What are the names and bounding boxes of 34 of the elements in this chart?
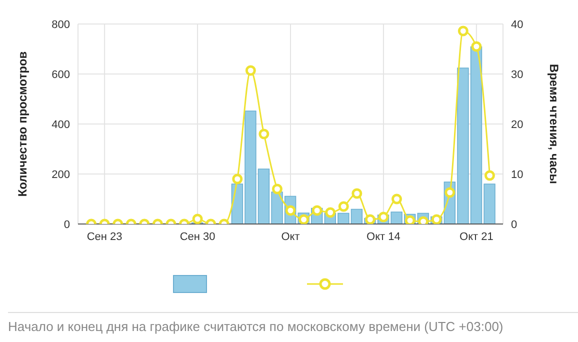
- y-tick-label: 800: [52, 18, 70, 31]
- point: [471, 41, 482, 52]
- y-tick-label: 0: [64, 218, 70, 231]
- x-tick-label: Окт 21: [460, 230, 494, 243]
- point: [232, 174, 243, 184]
- point: [392, 194, 402, 204]
- point: [444, 187, 456, 198]
- y2-axis-title: Время чтения, часы: [546, 64, 561, 184]
- y2-tick-label: 40: [511, 18, 524, 31]
- y-tick-label: 200: [52, 168, 70, 181]
- x-tick-label: Окт 14: [366, 230, 400, 243]
- text: Начало и конец дня на графике считаются по московскому времени (UTC +03:00): [8, 312, 578, 334]
- x-tick-label: Сен 30: [180, 230, 216, 243]
- point: [272, 184, 282, 194]
- y2-tick-label: 30: [511, 68, 524, 81]
- point: [458, 26, 468, 36]
- point: [338, 201, 349, 212]
- y2-tick-label: 10: [511, 168, 524, 181]
- y-tick-label: 400: [52, 118, 70, 131]
- x-tick-label: Окт: [281, 230, 300, 243]
- point: [245, 65, 256, 76]
- point: [378, 212, 389, 222]
- point: [418, 216, 429, 224]
- point: [325, 207, 336, 218]
- point: [192, 214, 203, 224]
- point: [258, 128, 270, 140]
- point: [352, 188, 362, 199]
- point: [364, 214, 376, 224]
- point: [484, 170, 495, 181]
- y2-tick-label: 20: [511, 118, 524, 131]
- y-axis-title: Количество просмотров: [15, 51, 30, 197]
- x-tick-label: Сен 23: [86, 230, 122, 243]
- y2-tick-label: 0: [511, 218, 518, 231]
- y-tick-label: 600: [52, 68, 70, 81]
